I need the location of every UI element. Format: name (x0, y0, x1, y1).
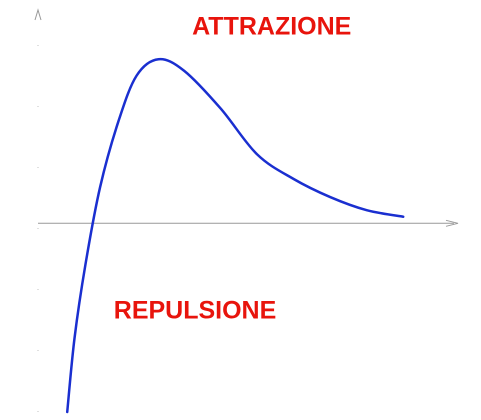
annotation-attrazione: ATTRAZIONE (192, 13, 351, 41)
annotation-repulsione: REPULSIONE (114, 296, 277, 324)
series-line-0 (65, 57, 405, 414)
y-axis-arrow-icon (34, 8, 42, 21)
annotation-layer: ATTRAZIONE REPULSIONE (114, 13, 352, 325)
x-axis-arrow-icon (445, 219, 459, 227)
axes (34, 8, 459, 412)
series-layer (65, 57, 405, 414)
